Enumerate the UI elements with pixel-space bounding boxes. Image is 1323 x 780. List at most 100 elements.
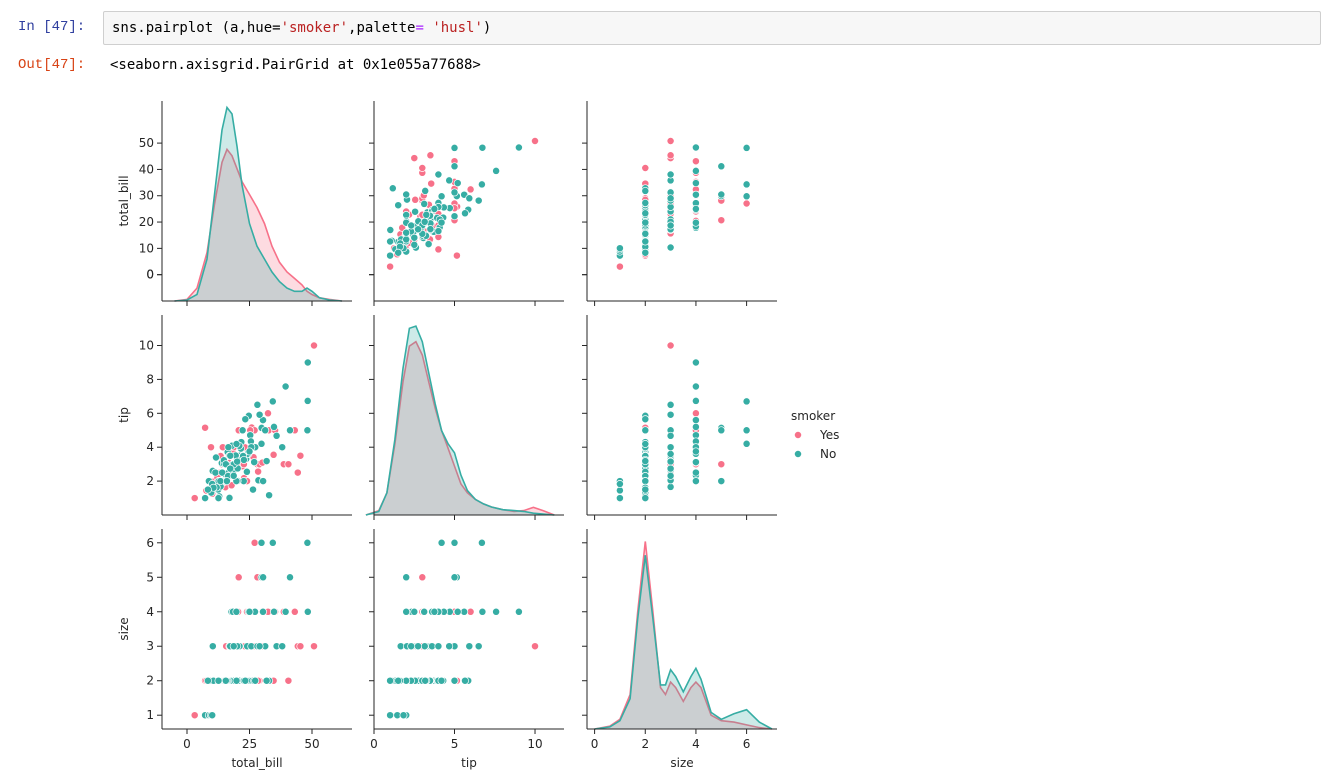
- point-yes: [207, 443, 215, 452]
- point-no: [641, 457, 650, 466]
- point-no: [666, 464, 675, 473]
- point-no: [691, 190, 700, 199]
- point-no: [303, 426, 312, 435]
- point-no: [402, 235, 411, 244]
- point-no: [242, 467, 251, 476]
- point-no: [641, 229, 650, 238]
- y-tick-label: 2: [146, 474, 154, 488]
- point-no: [420, 607, 429, 616]
- point-no: [407, 221, 416, 230]
- point-no: [691, 358, 700, 367]
- point-no: [222, 477, 231, 486]
- point-no: [445, 176, 454, 185]
- point-no: [615, 480, 624, 488]
- point-no: [261, 426, 270, 435]
- point-yes: [531, 137, 539, 145]
- point-no: [226, 464, 235, 473]
- point-no: [492, 166, 501, 175]
- point-no: [461, 209, 469, 218]
- point-no: [270, 422, 278, 431]
- point-no: [257, 439, 266, 448]
- point-no: [420, 642, 429, 651]
- point-no: [666, 482, 675, 491]
- point-yes: [284, 676, 293, 685]
- point-no: [666, 431, 675, 440]
- kde-line-no: [365, 325, 555, 516]
- point-no: [514, 607, 523, 616]
- point-no: [641, 248, 650, 257]
- point-no: [641, 186, 650, 195]
- point-no: [453, 607, 462, 616]
- point-no: [666, 471, 675, 480]
- point-no: [257, 538, 266, 547]
- point-no: [460, 607, 469, 616]
- point-no: [450, 573, 459, 582]
- point-no: [255, 410, 264, 419]
- point-yes: [666, 137, 675, 145]
- point-yes: [310, 642, 318, 651]
- point-yes: [201, 423, 210, 432]
- legend: smoker Yes No: [791, 409, 839, 461]
- point-no: [691, 396, 700, 405]
- point-no: [434, 642, 443, 651]
- point-no: [262, 457, 271, 466]
- point-no: [717, 426, 726, 435]
- point-no: [259, 573, 268, 582]
- point-no: [641, 209, 650, 218]
- point-no: [461, 676, 469, 685]
- panel-tip-vs-total_bill: 2 4 6 8 10: [139, 315, 352, 520]
- code-hue-string: 'smoker': [280, 20, 349, 36]
- point-yes: [250, 538, 259, 547]
- point-no: [478, 607, 487, 616]
- point-no: [474, 196, 483, 205]
- point-no: [253, 400, 262, 409]
- kde-fill-no: [365, 326, 555, 515]
- legend-label-no: No: [820, 447, 836, 461]
- point-no: [281, 382, 290, 391]
- point-no: [262, 676, 271, 685]
- point-no: [422, 210, 431, 219]
- point-no: [453, 179, 462, 188]
- code-input-cell[interactable]: sns.pairplot (a,hue='smoker',palette= 'h…: [103, 11, 1321, 45]
- point-no: [478, 143, 487, 152]
- point-no: [410, 607, 419, 616]
- x-axis-title: size: [670, 756, 693, 770]
- point-no: [411, 207, 420, 216]
- point-no: [641, 237, 650, 246]
- point-no: [691, 468, 700, 477]
- point-no: [249, 485, 257, 494]
- y-tick-label: 30: [139, 189, 154, 203]
- x-tick-label: 0: [370, 737, 378, 751]
- point-yes: [386, 262, 395, 271]
- point-yes: [264, 409, 272, 418]
- point-yes: [452, 251, 461, 260]
- point-no: [691, 458, 700, 467]
- point-no: [430, 204, 439, 213]
- point-no: [641, 440, 650, 448]
- point-no: [270, 607, 278, 616]
- point-no: [437, 538, 446, 547]
- point-no: [229, 642, 238, 651]
- y-tick-label: 4: [146, 440, 154, 454]
- point-yes: [310, 341, 318, 350]
- point-no: [450, 188, 459, 197]
- code-suffix: ): [482, 20, 492, 36]
- legend-label-yes: Yes: [819, 428, 839, 442]
- y-tick-label: 2: [146, 674, 154, 688]
- point-no: [691, 416, 700, 425]
- point-no: [666, 170, 675, 179]
- point-no: [214, 494, 223, 503]
- point-no: [691, 422, 700, 431]
- point-no: [615, 244, 624, 253]
- point-no: [437, 218, 446, 227]
- point-no: [286, 426, 294, 435]
- point-no: [214, 676, 223, 685]
- point-no: [229, 471, 238, 480]
- x-axis-title: tip: [461, 756, 477, 770]
- y-tick-label: 0: [146, 268, 154, 282]
- point-yes: [615, 262, 624, 271]
- x-tick-label: 5: [451, 737, 459, 751]
- point-no: [641, 494, 650, 503]
- point-no: [259, 607, 267, 616]
- point-yes: [234, 573, 243, 582]
